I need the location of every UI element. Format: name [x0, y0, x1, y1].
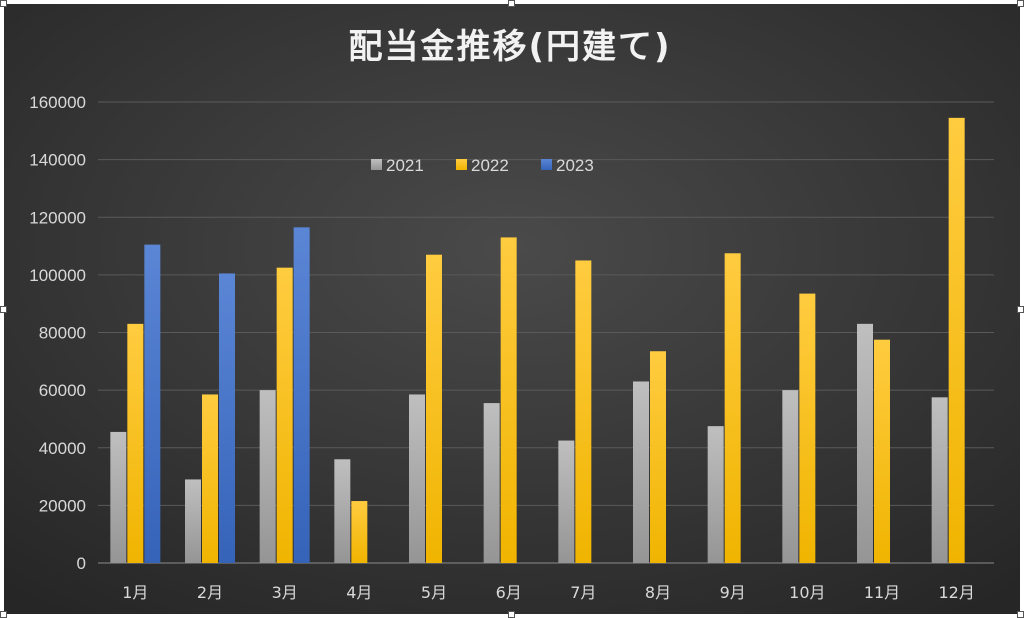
bar-2021-10: [782, 390, 799, 563]
bar-2022-11: [874, 339, 890, 563]
x-tick-label: 12月: [938, 583, 974, 602]
legend-swatch-2023: [541, 159, 552, 170]
x-tick-label: 7月: [570, 583, 596, 602]
resize-handle-middle-right[interactable]: [1017, 306, 1024, 313]
gridlines: [98, 101, 994, 564]
y-tick-label: 100000: [29, 266, 86, 285]
bar-2023-2: [219, 273, 235, 563]
bar-2021-11: [857, 323, 873, 563]
bar-2021-3: [259, 390, 276, 563]
resize-handle-top-left[interactable]: [0, 0, 7, 7]
bar-2022-1: [127, 323, 144, 563]
legend: 2021 2022 2023: [371, 156, 594, 175]
bar-2022-6: [500, 237, 517, 563]
x-tick-label: 3月: [272, 583, 298, 602]
bar-2023-1: [144, 244, 161, 563]
bar-2022-7: [575, 260, 592, 563]
x-tick-label: 10月: [789, 583, 825, 602]
bar-2021-2: [185, 479, 201, 563]
y-tick-label: 160000: [29, 93, 86, 112]
y-tick-label: 20000: [39, 496, 86, 515]
bar-2021-9: [707, 426, 724, 563]
legend-label-2023: 2023: [556, 156, 594, 175]
legend-label-2022: 2022: [471, 156, 509, 175]
bar-2022-10: [799, 293, 816, 563]
bar-2022-4: [351, 501, 368, 563]
y-tick-label: 120000: [29, 208, 86, 227]
bar-2022-2: [202, 394, 218, 563]
y-tick-label: 140000: [29, 151, 86, 170]
x-tick-label: 4月: [346, 583, 372, 602]
legend-swatch-2022: [456, 159, 467, 170]
bar-2021-12: [931, 397, 948, 563]
bar-2022-12: [948, 117, 965, 564]
x-tick-label: 9月: [720, 583, 746, 602]
bar-2022-8: [650, 351, 666, 563]
x-axis-ticks: 1月 2月 3月 4月 5月 6月 7月 8月 9月 10月 11月 12月: [122, 583, 975, 602]
resize-handle-top-middle[interactable]: [508, 0, 515, 7]
x-tick-label: 5月: [421, 583, 447, 602]
chart-title: 配当金推移(円建て): [348, 27, 671, 67]
bar-2021-7: [558, 440, 575, 563]
legend-swatch-2021: [371, 159, 382, 170]
resize-handle-bottom-middle[interactable]: [508, 611, 515, 618]
bar-2021-6: [483, 403, 500, 563]
bar-2022-9: [724, 253, 741, 563]
x-tick-label: 2月: [197, 583, 223, 602]
bar-2023-3: [293, 227, 310, 563]
bar-2021-5: [409, 394, 425, 563]
bars: [110, 117, 965, 564]
resize-handle-top-right[interactable]: [1017, 0, 1024, 7]
resize-handle-bottom-right[interactable]: [1017, 611, 1024, 618]
legend-label-2021: 2021: [386, 156, 424, 175]
y-tick-label: 60000: [39, 381, 86, 400]
y-tick-label: 80000: [39, 324, 86, 343]
bar-2022-3: [276, 267, 293, 563]
x-tick-label: 6月: [496, 583, 522, 602]
x-tick-label: 8月: [645, 583, 671, 602]
bar-2022-5: [426, 254, 442, 564]
x-tick-label: 1月: [122, 583, 148, 602]
resize-handle-bottom-left[interactable]: [0, 611, 7, 618]
y-axis-ticks: 0 20000 40000 60000 80000 100000 120000 140000 1…: [29, 93, 86, 573]
y-tick-label: 40000: [39, 439, 86, 458]
x-tick-label: 11月: [864, 583, 900, 602]
resize-handle-middle-left[interactable]: [0, 306, 7, 313]
bar-2021-8: [633, 381, 649, 563]
bar-2021-1: [110, 431, 127, 563]
y-tick-label: 0: [77, 554, 86, 573]
bar-2021-4: [334, 459, 351, 563]
